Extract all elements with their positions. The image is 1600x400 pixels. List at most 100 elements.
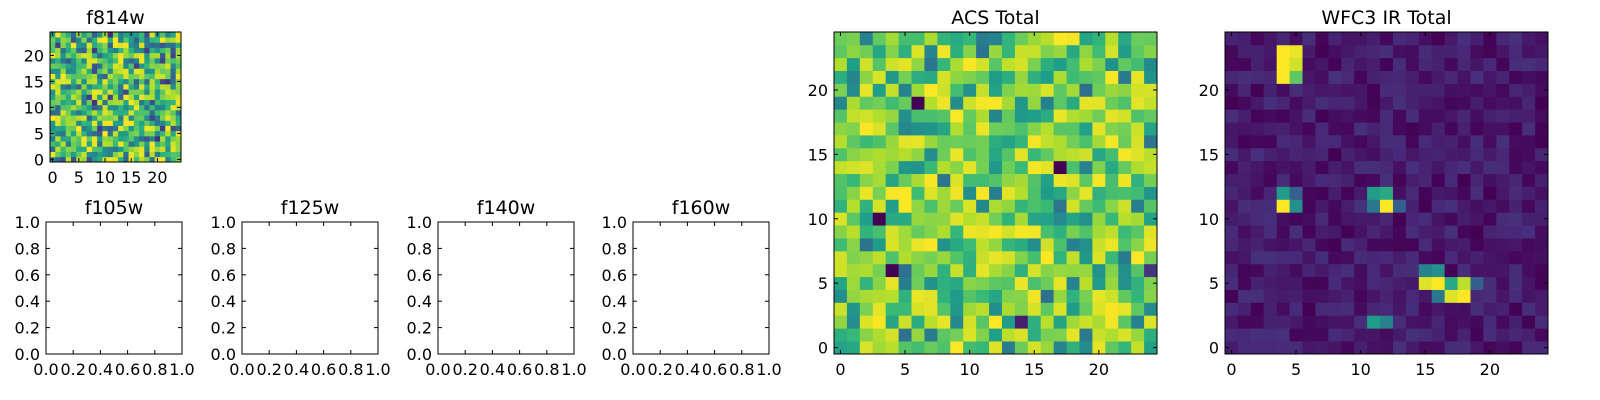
heatmap-cell: [976, 147, 990, 162]
heatmap-cell: [149, 78, 156, 85]
heatmap-cell: [97, 52, 103, 59]
heatmap-cell: [1341, 341, 1355, 355]
heatmap-cell: [1276, 173, 1290, 187]
heatmap-cell: [165, 115, 171, 121]
heatmap-cell: [1250, 302, 1265, 316]
heatmap-cell: [1470, 122, 1484, 136]
heatmap-cell: [1496, 83, 1510, 97]
heatmap-cell: [834, 57, 848, 71]
heatmap-cell: [175, 89, 182, 95]
heatmap-cell: [165, 89, 171, 95]
heatmap-cell: [1496, 173, 1510, 187]
heatmap-cell: [175, 42, 182, 48]
heatmap-cell: [1131, 135, 1145, 149]
heatmap-cell: [1509, 83, 1523, 97]
heatmap-cell: [872, 109, 887, 123]
heatmap-cell: [950, 109, 964, 123]
heatmap-cell: [872, 238, 887, 252]
heatmap-cell: [107, 115, 114, 121]
heatmap-cell: [128, 99, 135, 106]
heatmap-cell: [81, 99, 88, 106]
heatmap-cell: [1092, 199, 1106, 213]
heatmap-cell: [859, 160, 874, 175]
heatmap-cell: [91, 110, 98, 116]
heatmap-cell: [102, 37, 108, 43]
heatmap-cell: [165, 58, 171, 64]
heatmap-cell: [1341, 109, 1355, 123]
heatmap-cell: [1496, 212, 1510, 226]
heatmap-cell: [1263, 160, 1278, 175]
heatmap-cell: [1092, 238, 1106, 252]
heatmap-cell: [1392, 302, 1407, 316]
heatmap-cell: [1263, 289, 1278, 303]
x-tick-label: 10: [959, 360, 979, 379]
heatmap-cell: [1250, 57, 1265, 71]
heatmap-cell: [123, 99, 129, 106]
heatmap-cell: [123, 104, 129, 111]
heatmap-cell: [1392, 57, 1407, 71]
heatmap-cell: [1250, 83, 1265, 97]
heatmap-cell: [144, 89, 150, 95]
heatmap-cell: [989, 109, 1003, 123]
heatmap-cell: [976, 135, 990, 149]
heatmap-cell: [1131, 109, 1145, 123]
heatmap-cell: [55, 52, 61, 59]
heatmap-cell: [118, 47, 124, 54]
heatmap-cell: [950, 147, 964, 162]
heatmap-cell: [924, 173, 938, 187]
heatmap-cell: [976, 109, 990, 123]
heatmap-cell: [139, 37, 145, 43]
heatmap-cell: [160, 146, 166, 152]
heatmap-cell: [65, 104, 72, 111]
heatmap-cell: [1027, 315, 1042, 329]
heatmap-cell: [1105, 44, 1119, 59]
heatmap-cell: [102, 110, 108, 116]
heatmap-cell: [1225, 263, 1239, 278]
heatmap-cell: [55, 115, 61, 121]
heatmap-cell: [911, 289, 925, 303]
heatmap-cell: [1315, 289, 1329, 303]
heatmap-cell: [76, 84, 82, 90]
heatmap-cell: [1302, 109, 1316, 123]
heatmap-cell: [1405, 109, 1420, 123]
heatmap-cell: [1431, 83, 1445, 97]
heatmap-cell: [107, 94, 114, 100]
heatmap-cell: [1144, 70, 1158, 84]
heatmap-cell: [1027, 83, 1042, 97]
y-tick-label: 0.8: [602, 239, 627, 258]
heatmap-cell: [1457, 341, 1471, 355]
heatmap-cell: [1066, 186, 1080, 200]
heatmap-cell: [81, 89, 88, 95]
heatmap-cell: [70, 73, 77, 80]
heatmap-cell: [76, 89, 82, 95]
heatmap-cell: [911, 32, 925, 46]
heatmap-cell: [846, 212, 861, 226]
heatmap-cell: [911, 238, 925, 252]
heatmap-cell: [175, 115, 182, 121]
heatmap-cell: [1431, 212, 1445, 226]
heatmap-cell: [70, 68, 77, 74]
heatmap-cell: [128, 125, 135, 132]
heatmap-cell: [1509, 276, 1523, 290]
heatmap-cell: [165, 130, 171, 137]
heatmap-cell: [86, 104, 93, 111]
heatmap-cell: [1367, 212, 1381, 226]
heatmap-cell: [1315, 109, 1329, 123]
heatmap-cell: [937, 212, 951, 226]
heatmap-cell: [1225, 122, 1239, 136]
heatmap-cell: [1289, 212, 1303, 226]
heatmap-cell: [1118, 109, 1132, 123]
heatmap-cell: [1405, 302, 1420, 316]
heatmap-cell: [1040, 135, 1054, 149]
heatmap-cell: [1509, 315, 1523, 329]
heatmap-cell: [963, 135, 977, 149]
heatmap-cell: [70, 37, 77, 43]
heatmap-cell: [1066, 341, 1080, 355]
heatmap-cell: [91, 84, 98, 90]
heatmap-cell: [91, 120, 98, 126]
heatmap-cell: [1483, 302, 1497, 316]
heatmap-cell: [1418, 32, 1433, 46]
heatmap-cell: [1276, 160, 1290, 175]
heatmap-cell: [1367, 135, 1381, 149]
heatmap-cell: [55, 68, 61, 74]
